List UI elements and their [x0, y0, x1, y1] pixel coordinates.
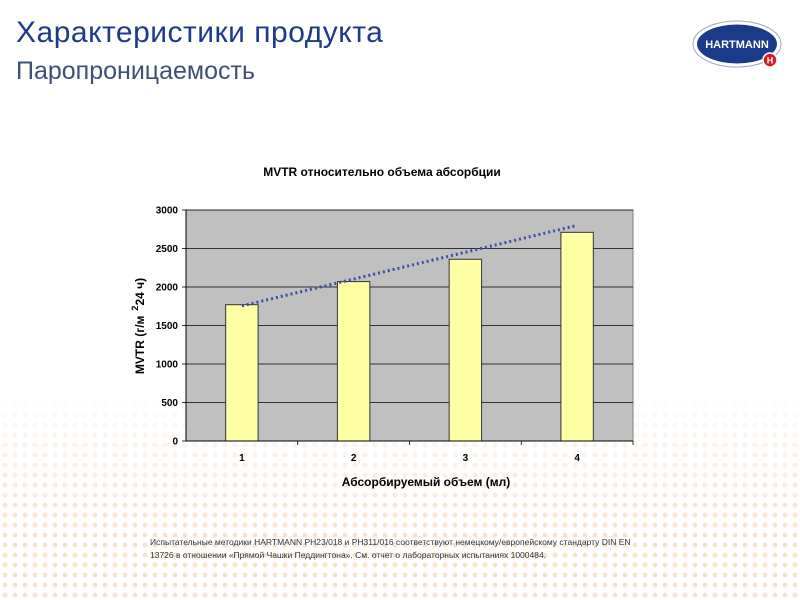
y-axis-title-rest: 24 ч) [133, 278, 147, 306]
footnote: Испытательные методики HARTMANN PH23/018… [150, 536, 670, 562]
y-tick-label: 2500 [156, 244, 179, 255]
page-subtitle: Паропроницаемость [16, 57, 255, 85]
x-tick-label: 3 [463, 453, 469, 464]
logo-text: HARTMANN [705, 39, 769, 51]
mvtr-bar-chart: MVTR относительно объема абсорбции 0 500 1… [130, 165, 634, 489]
y-tick-label: 2000 [156, 283, 179, 294]
y-axis-title-main: MVTR (г/м [133, 315, 147, 374]
bar-4 [560, 231, 594, 442]
y-tick-label: 1500 [156, 321, 179, 332]
bar-2 [336, 281, 371, 442]
x-tick-label: 1 [239, 453, 245, 464]
x-tick-label: 4 [574, 453, 580, 464]
y-tick-label: 3000 [156, 206, 179, 217]
y-axis-title-sup: 2 [130, 306, 140, 311]
page-title: Характеристики продукта [16, 16, 384, 49]
chart-title: MVTR относительно объема абсорбции [263, 165, 501, 179]
bar-1 [225, 304, 259, 442]
footnote-line-1: Испытательные методики HARTMANN PH23/018… [150, 537, 631, 547]
y-tick-label: 500 [161, 398, 178, 409]
y-tick-label: 1000 [156, 360, 179, 371]
bar-3 [448, 258, 483, 442]
x-tick-label: 2 [351, 453, 357, 464]
footnote-line-2: 13726 в отношении «Прямой Чашки Педдингт… [150, 550, 547, 560]
hartmann-logo: HARTMANN H [692, 20, 782, 68]
x-axis-title: Абсорбируемый объем (мл) [342, 475, 510, 489]
logo-mark: H [767, 56, 774, 66]
y-axis-title: MVTR (г/м 224 ч) [130, 278, 147, 374]
y-tick-label: 0 [172, 437, 178, 448]
